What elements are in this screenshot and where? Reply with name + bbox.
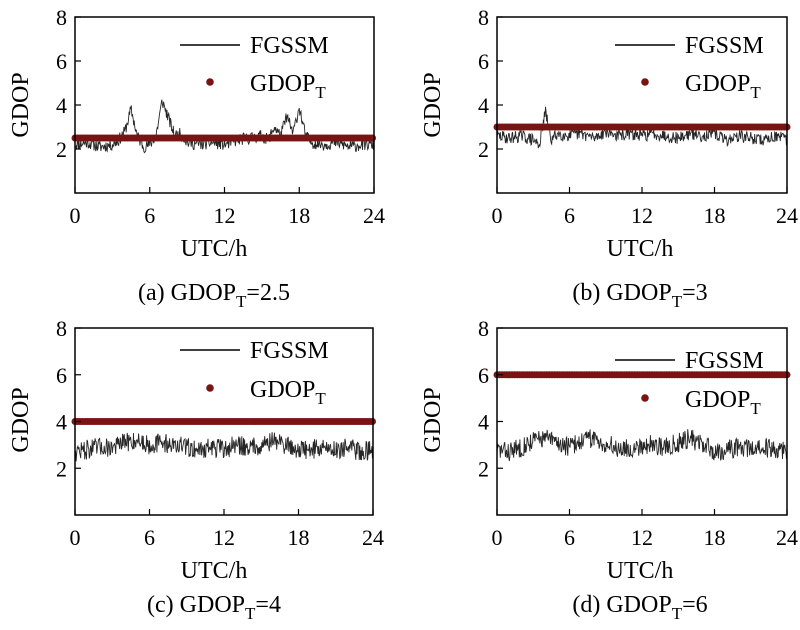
x-tick-label: 18: [704, 525, 726, 550]
caption-suffix: =2.5: [246, 280, 290, 306]
caption-suffix: =6: [682, 592, 708, 618]
x-tick-label: 6: [144, 525, 155, 550]
y-tick-label: 4: [478, 410, 489, 435]
caption-sub: T: [236, 292, 247, 311]
legend-label-sub: T: [315, 389, 326, 408]
y-axis-label: GDOP: [420, 387, 446, 452]
threshold-dot: [369, 134, 376, 142]
x-tick-label: 18: [704, 203, 726, 228]
panel-caption: (a) GDOPT=2.5: [138, 280, 290, 311]
series-gdop-t: [71, 418, 376, 425]
y-tick-label: 8: [478, 316, 489, 341]
y-axis-label: GDOP: [420, 72, 446, 137]
panel-caption: (d) GDOPT=6: [572, 592, 707, 623]
x-axis-label: UTC/h: [181, 236, 248, 262]
y-tick-label: 4: [56, 410, 67, 435]
x-tick-label: 12: [214, 203, 236, 228]
x-tick-label: 0: [70, 525, 81, 550]
legend-label-gdop-t: GDOPT: [250, 71, 326, 102]
y-tick-label: 2: [56, 456, 67, 481]
legend-dot-icon: [206, 78, 214, 86]
legend-label-fgssm: FGSSM: [250, 338, 329, 364]
series-gdop-t: [493, 371, 791, 379]
y-tick-label: 4: [478, 93, 489, 118]
y-axis-label: GDOP: [8, 72, 34, 137]
y-tick-label: 6: [478, 49, 489, 74]
panel-caption: (b) GDOPT=3: [572, 280, 707, 311]
series-line-fgssm: [74, 99, 375, 154]
x-tick-label: 12: [213, 525, 235, 550]
series-line-fgssm: [74, 432, 374, 462]
x-axis-label: UTC/h: [181, 558, 248, 584]
caption-prefix: (b) GDOP: [572, 280, 671, 306]
caption-sub: T: [245, 604, 256, 623]
x-tick-label: 6: [564, 525, 575, 550]
legend-label-main: GDOP: [685, 71, 750, 97]
legend-label-main: GDOP: [250, 71, 315, 97]
x-tick-label: 12: [631, 203, 653, 228]
y-tick-label: 8: [56, 316, 67, 341]
series-gdop-t: [71, 134, 376, 142]
legend-label-fgssm: FGSSM: [250, 33, 329, 59]
x-tick-label: 6: [564, 203, 575, 228]
caption-prefix: (d) GDOP: [572, 592, 671, 618]
legend-label-sub: T: [750, 399, 761, 418]
y-axis-label: GDOP: [8, 387, 34, 452]
series-gdop-t: [493, 123, 791, 131]
x-tick-label: 0: [70, 203, 81, 228]
x-tick-label: 24: [363, 203, 385, 228]
y-tick-label: 8: [478, 5, 489, 30]
x-tick-label: 0: [492, 525, 503, 550]
legend-dot-icon: [206, 384, 214, 392]
legend-label-main: GDOP: [250, 377, 315, 403]
caption-suffix: =4: [255, 592, 281, 618]
caption-prefix: (a) GDOP: [138, 280, 236, 306]
legend-label-fgssm: FGSSM: [685, 33, 764, 59]
legend: FGSSM GDOPT: [180, 33, 329, 102]
caption-sub: T: [672, 604, 683, 623]
y-tick-label: 4: [56, 93, 67, 118]
legend-label-fgssm: FGSSM: [685, 348, 764, 374]
x-tick-label: 24: [776, 203, 798, 228]
plot-frame: [74, 16, 375, 194]
y-tick-label: 6: [478, 363, 489, 388]
x-tick-label: 24: [362, 525, 384, 550]
x-axis-label: UTC/h: [607, 558, 674, 584]
x-tick-label: 12: [631, 525, 653, 550]
legend: FGSSM GDOPT: [180, 338, 329, 408]
caption-sub: T: [672, 292, 683, 311]
y-tick-label: 2: [56, 137, 67, 162]
y-tick-label: 2: [478, 137, 489, 162]
legend-dot-icon: [641, 78, 649, 86]
series-line-fgssm: [496, 106, 788, 149]
caption-suffix: =3: [682, 280, 708, 306]
y-tick-label: 8: [56, 5, 67, 30]
x-tick-label: 18: [288, 203, 310, 228]
y-tick-label: 6: [56, 363, 67, 388]
x-tick-label: 0: [492, 203, 503, 228]
legend-label-sub: T: [315, 83, 326, 102]
legend-label-gdop-t: GDOPT: [685, 387, 761, 418]
x-axis-label: UTC/h: [607, 236, 674, 262]
legend-label-gdop-t: GDOPT: [250, 377, 326, 408]
legend-dot-icon: [641, 394, 649, 402]
x-tick-label: 6: [144, 203, 155, 228]
panel-caption: (c) GDOPT=4: [147, 592, 281, 623]
caption-prefix: (c) GDOP: [147, 592, 245, 618]
x-tick-label: 24: [776, 525, 798, 550]
legend-label-sub: T: [750, 83, 761, 102]
y-tick-label: 6: [56, 49, 67, 74]
legend: FGSSM GDOPT: [615, 33, 764, 102]
y-tick-label: 2: [478, 456, 489, 481]
series-line-fgssm: [496, 429, 788, 462]
legend-label-main: GDOP: [685, 387, 750, 413]
x-tick-label: 18: [288, 525, 310, 550]
legend-label-gdop-t: GDOPT: [685, 71, 761, 102]
legend: FGSSM GDOPT: [615, 348, 764, 418]
